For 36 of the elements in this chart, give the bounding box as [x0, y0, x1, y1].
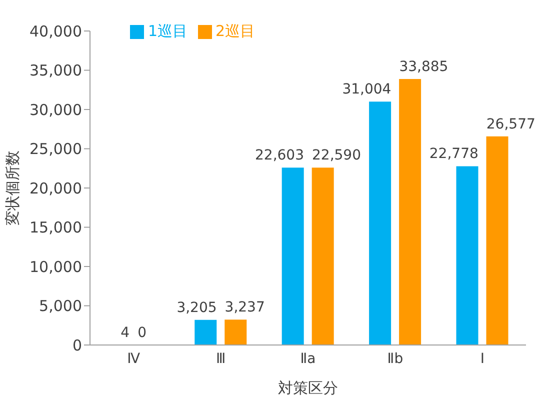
- x-tick-label: Ⅲ: [216, 350, 226, 367]
- y-axis-title: 変状個所数: [3, 150, 22, 226]
- data-label: 31,004: [342, 82, 392, 98]
- bar: [399, 79, 422, 345]
- y-tick-label: 20,000: [30, 179, 82, 198]
- bar: [194, 320, 217, 345]
- y-tick-label: 5,000: [39, 297, 82, 316]
- data-label: 26,577: [486, 116, 536, 132]
- data-label: 0: [138, 325, 147, 341]
- data-label: 4: [120, 324, 130, 341]
- x-tick-label: Ⅳ: [127, 350, 140, 367]
- bar: [456, 166, 478, 345]
- x-axis-title: 対策区分: [278, 379, 338, 397]
- data-label: 22,603: [255, 148, 304, 164]
- y-tick-label: 10,000: [30, 258, 82, 276]
- bar: [312, 168, 334, 345]
- data-label: 22,590: [312, 148, 361, 164]
- bar: [486, 136, 508, 345]
- data-label: 3,237: [224, 300, 265, 316]
- y-tick-label: 15,000: [30, 218, 82, 237]
- data-label: 3,205: [176, 300, 217, 316]
- y-tick-label: 0: [72, 336, 82, 354]
- bar: [224, 320, 247, 345]
- data-label: 33,885: [399, 59, 448, 76]
- x-tick-label: Ⅱb: [387, 350, 404, 367]
- data-label: 22,778: [429, 146, 478, 162]
- y-tick-label: 40,000: [30, 22, 82, 40]
- y-tick-label: 30,000: [30, 100, 82, 119]
- bar: [369, 102, 392, 345]
- y-tick-label: 25,000: [30, 140, 82, 158]
- x-tick-label: Ⅱa: [300, 350, 316, 367]
- x-tick-label: Ⅰ: [480, 350, 484, 367]
- legend-label: 1巡目: [148, 22, 188, 40]
- legend-label: 2巡目: [216, 22, 256, 40]
- y-tick-label: 35,000: [30, 62, 82, 80]
- bar: [282, 168, 304, 345]
